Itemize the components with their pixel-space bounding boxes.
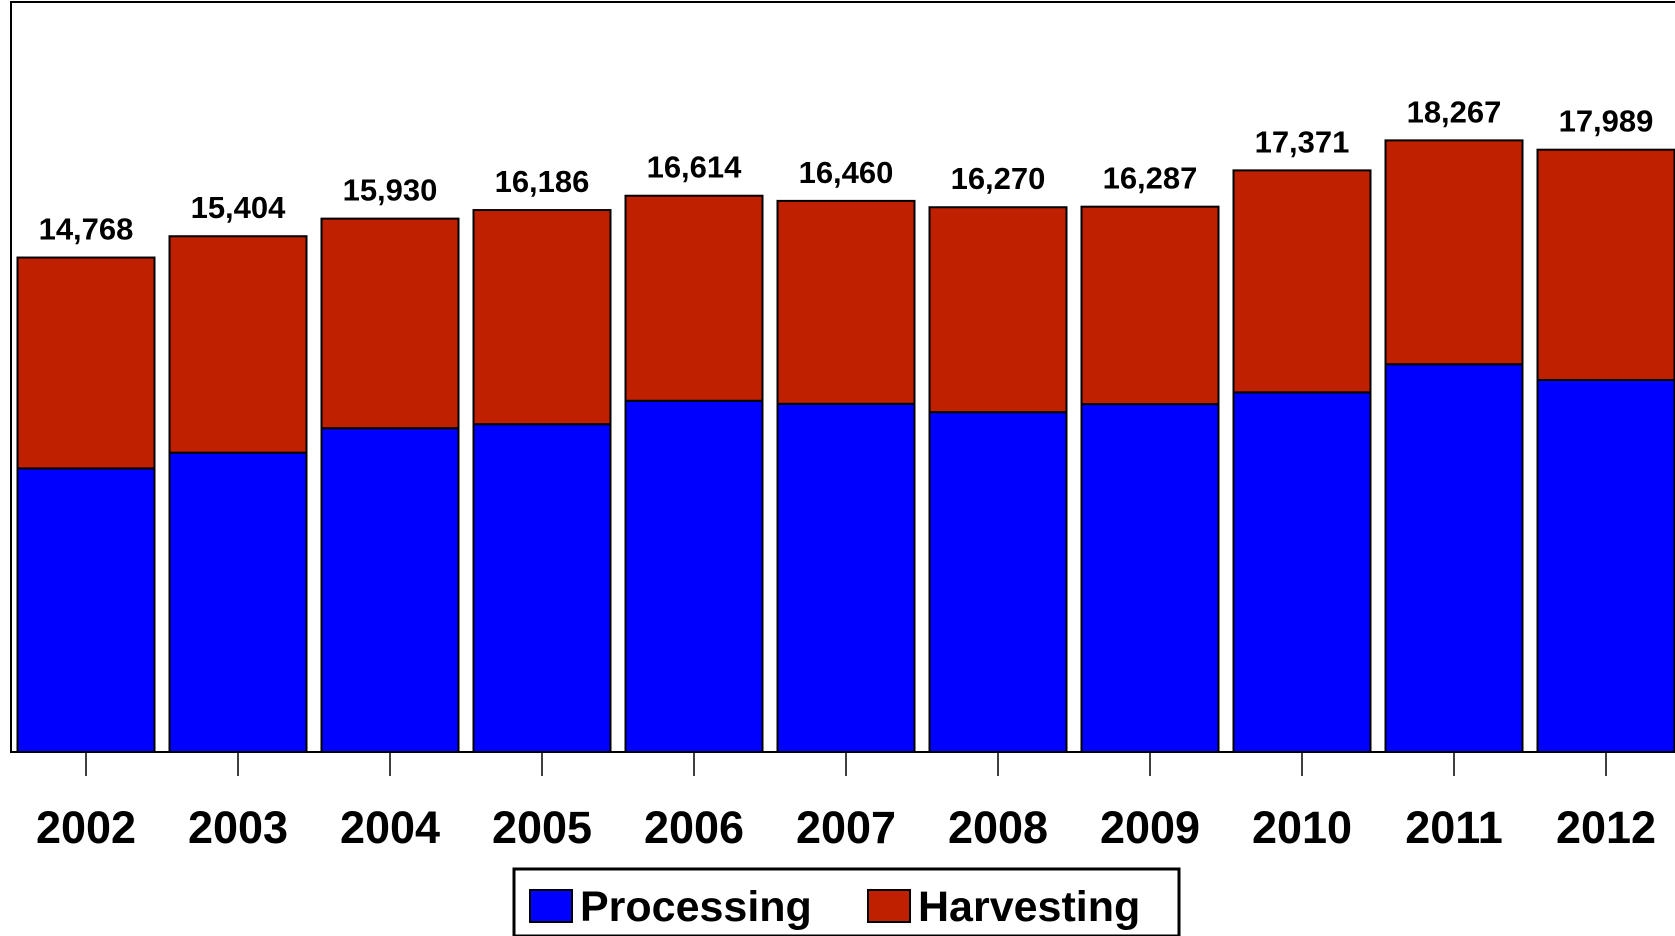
bar-harvesting-2012 <box>1536 148 1675 382</box>
bar-processing-2011 <box>1384 363 1524 753</box>
total-label-2003: 15,404 <box>191 190 287 225</box>
bar-processing-2008 <box>928 411 1068 753</box>
bar-processing-2009 <box>1080 403 1220 753</box>
x-tick-label-2005: 2005 <box>492 802 592 853</box>
x-tick-label-2007: 2007 <box>796 802 896 853</box>
total-label-2004: 15,930 <box>343 173 438 208</box>
legend-label-processing: Processing <box>580 883 812 931</box>
x-tick-label-2002: 2002 <box>36 802 136 853</box>
bar-harvesting-2005 <box>472 209 612 426</box>
bar-processing-2006 <box>624 399 764 753</box>
bar-processing-2005 <box>472 423 612 753</box>
x-axis: 2002 2003 2004 2005 2006 2007 2008 2009 2010 2011… <box>36 752 1656 853</box>
bar-harvesting-2011 <box>1384 139 1524 366</box>
total-label-2005: 16,186 <box>495 164 590 199</box>
bar-processing-2012 <box>1536 379 1675 753</box>
bar-processing-2007 <box>776 402 916 753</box>
legend-swatch-harvesting <box>867 889 911 923</box>
bars <box>16 139 1675 753</box>
total-label-2010: 17,371 <box>1255 124 1350 159</box>
bar-harvesting-2004 <box>320 217 460 430</box>
total-labels: 14,768 15,404 15,930 16,186 16,614 16,460 16,2… <box>39 94 1654 246</box>
legend: Processing Harvesting <box>512 867 1181 936</box>
bar-harvesting-2003 <box>168 235 308 454</box>
total-label-2009: 16,287 <box>1103 161 1198 196</box>
bar-processing-2010 <box>1232 391 1372 753</box>
bar-harvesting-2006 <box>624 194 764 402</box>
legend-box <box>512 867 1181 936</box>
total-label-2002: 14,768 <box>39 212 134 247</box>
x-tick-label-2012: 2012 <box>1556 802 1656 853</box>
x-tick-label-2003: 2003 <box>188 802 288 853</box>
x-tick-label-2010: 2010 <box>1252 802 1352 853</box>
total-label-2006: 16,614 <box>647 150 743 185</box>
bar-harvesting-2007 <box>776 199 916 405</box>
bar-harvesting-2002 <box>16 256 156 470</box>
x-tick-label-2009: 2009 <box>1100 802 1200 853</box>
total-label-2012: 17,989 <box>1559 104 1654 139</box>
x-tick-label-2006: 2006 <box>644 802 744 853</box>
legend-label-harvesting: Harvesting <box>918 883 1140 931</box>
bar-processing-2004 <box>320 427 460 753</box>
legend-swatch-processing <box>529 889 573 923</box>
total-label-2011: 18,267 <box>1407 94 1502 129</box>
x-tick-label-2004: 2004 <box>340 802 440 853</box>
bar-harvesting-2008 <box>928 206 1068 414</box>
x-tick-label-2008: 2008 <box>948 802 1048 853</box>
bar-processing-2003 <box>168 451 308 753</box>
total-label-2008: 16,270 <box>951 161 1046 196</box>
total-label-2007: 16,460 <box>799 155 894 190</box>
bar-harvesting-2010 <box>1232 169 1372 394</box>
bar-harvesting-2009 <box>1080 205 1220 406</box>
x-tick-label-2011: 2011 <box>1405 802 1503 853</box>
bar-processing-2002 <box>16 467 156 753</box>
